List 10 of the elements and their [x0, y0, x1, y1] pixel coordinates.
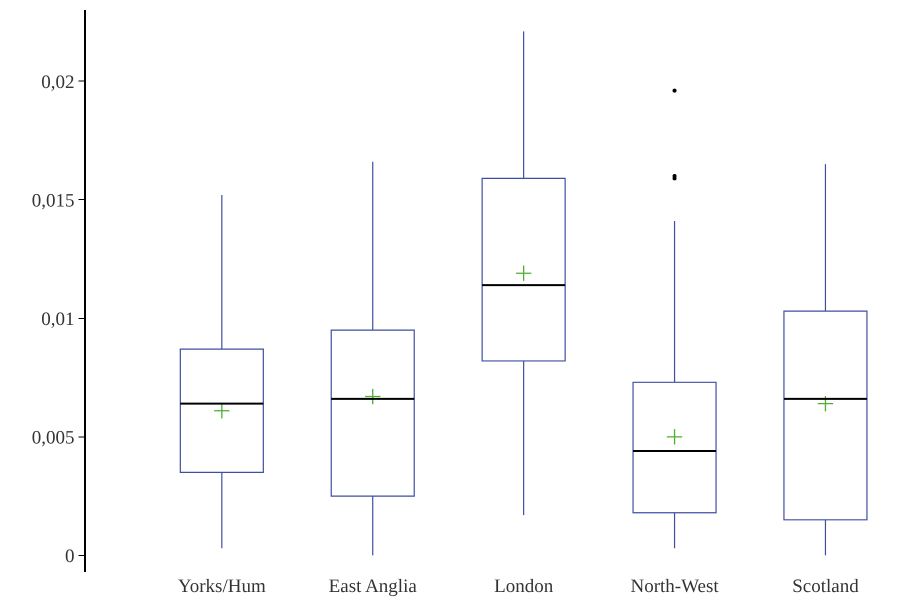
- x-tick-label: East Anglia: [328, 576, 418, 597]
- x-tick-label: Scotland: [792, 576, 860, 597]
- x-tick-label: London: [494, 576, 554, 597]
- x-tick-label: North-West: [630, 576, 720, 597]
- y-tick-label: 0: [64, 546, 74, 568]
- y-tick-label: 0,02: [41, 72, 74, 93]
- x-tick-label: Yorks/Hum: [178, 576, 266, 597]
- y-tick-label: 0,01: [41, 308, 74, 330]
- y-tick-label: 0,015: [32, 190, 74, 212]
- y-tick-label: 0,005: [32, 427, 74, 448]
